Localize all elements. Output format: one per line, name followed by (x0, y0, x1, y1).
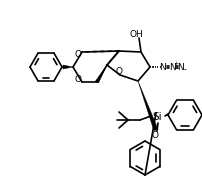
Polygon shape (63, 65, 73, 69)
Polygon shape (138, 81, 158, 131)
Text: O: O (152, 132, 159, 141)
Polygon shape (96, 65, 107, 83)
Text: N: N (178, 62, 184, 71)
Text: Si: Si (152, 112, 162, 122)
Text: N: N (160, 62, 166, 71)
Text: O: O (75, 50, 81, 59)
Text: O: O (75, 75, 81, 84)
Text: -: - (183, 66, 186, 75)
Text: N: N (169, 62, 175, 71)
Text: OH: OH (129, 30, 143, 39)
Text: O: O (116, 66, 122, 75)
Text: +: + (173, 61, 178, 66)
